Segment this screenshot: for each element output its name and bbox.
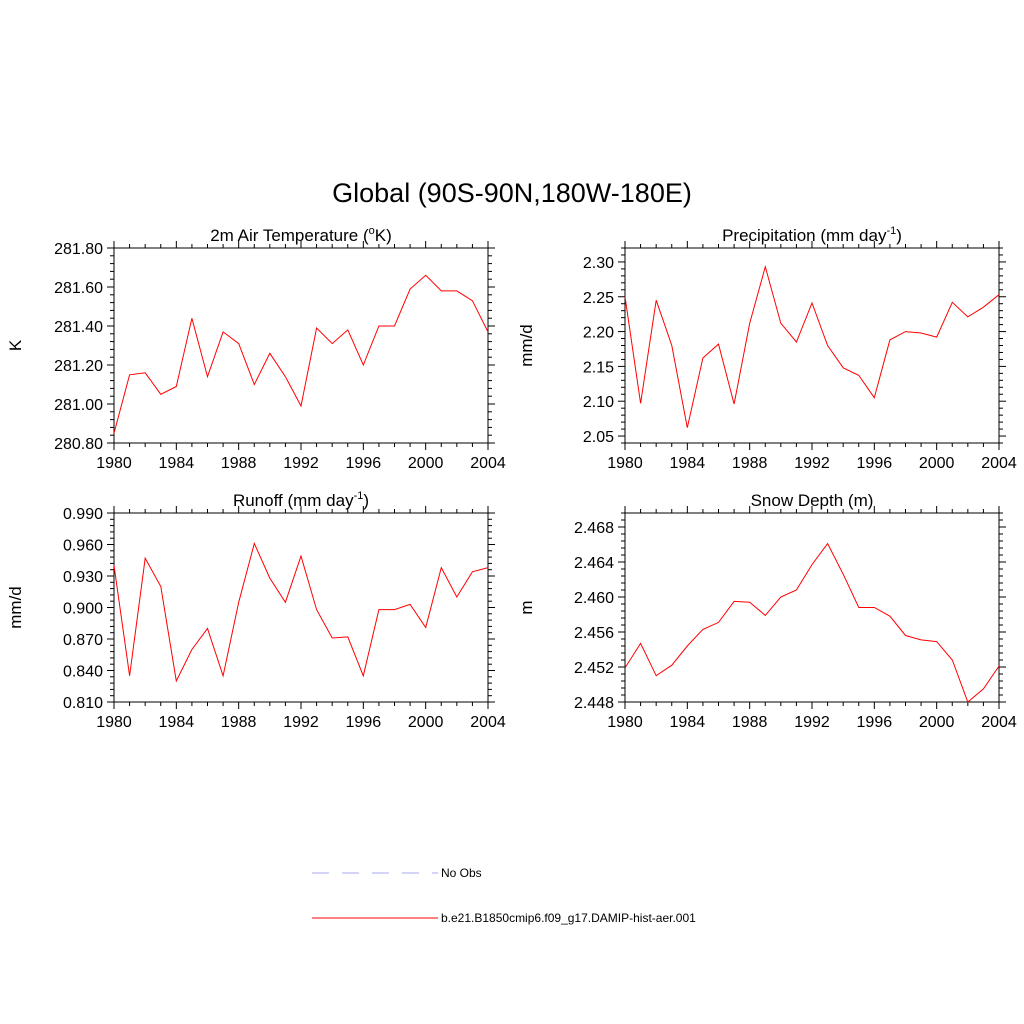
y-tick-label: 281.60	[54, 280, 103, 297]
x-tick-label: 2000	[408, 714, 444, 731]
x-tick-label: 2004	[470, 455, 506, 472]
x-tick-label: 1996	[857, 714, 893, 731]
y-tick-label: 2.456	[574, 625, 614, 642]
x-tick-label: 2004	[981, 455, 1017, 472]
x-tick-label: 1988	[221, 714, 257, 731]
figure-title: Global (90S-90N,180W-180E)	[332, 178, 692, 208]
y-tick-label: 0.810	[63, 695, 103, 712]
panel-title: Runoff (mm day-1)	[233, 490, 369, 510]
y-tick-label: 2.05	[583, 429, 614, 446]
y-tick-label: 0.990	[63, 506, 103, 523]
x-tick-label: 1980	[96, 455, 132, 472]
plot-frame	[113, 512, 489, 703]
y-tick-label: 280.80	[54, 436, 103, 453]
x-tick-label: 1984	[670, 455, 706, 472]
panel-title: Snow Depth (m)	[751, 491, 874, 510]
x-tick-label: 1992	[283, 455, 319, 472]
y-tick-label: 2.25	[583, 290, 614, 307]
y-axis-label: mm/d	[6, 586, 25, 629]
y-tick-label: 2.448	[574, 695, 614, 712]
y-tick-label: 0.870	[63, 632, 103, 649]
x-tick-label: 1996	[346, 714, 382, 731]
y-tick-label: 281.00	[54, 397, 103, 414]
chart-panel-2: Precipitation (mm day-1) mm/d 1980 1984 1988…	[517, 225, 1017, 472]
x-tick-label: 1984	[159, 714, 195, 731]
x-tick-label: 1992	[794, 455, 830, 472]
x-tick-label: 1988	[732, 714, 768, 731]
x-tick-label: 2000	[919, 455, 955, 472]
x-tick-label: 1988	[732, 455, 768, 472]
x-tick-label: 2000	[919, 714, 955, 731]
chart-panel-3: Runoff (mm day-1) mm/d 1980 1984 1988 1992 199…	[6, 490, 506, 731]
y-tick-label: 2.452	[574, 660, 614, 677]
x-tick-label: 2000	[408, 455, 444, 472]
x-tick-label: 2004	[470, 714, 506, 731]
x-tick-label: 1996	[346, 455, 382, 472]
series-line	[113, 274, 489, 434]
y-tick-label: 2.30	[583, 255, 614, 272]
series-line	[624, 542, 1000, 703]
plot-frame	[113, 247, 489, 444]
x-tick-label: 1984	[670, 714, 706, 731]
y-tick-label: 2.20	[583, 325, 614, 342]
plot-frame	[624, 512, 1000, 703]
x-tick-label: 1980	[96, 714, 132, 731]
panel-title: Precipitation (mm day-1)	[722, 225, 902, 245]
legend-label-1: No Obs	[441, 866, 482, 880]
y-tick-label: 2.15	[583, 359, 614, 376]
x-tick-label: 1988	[221, 455, 257, 472]
y-axis-label: m	[517, 600, 536, 614]
x-tick-label: 1992	[283, 714, 319, 731]
y-tick-label: 2.10	[583, 394, 614, 411]
series-line	[624, 264, 1000, 428]
x-tick-label: 1992	[794, 714, 830, 731]
legend: No Obs b.e21.B1850cmip6.f09_g17.DAMIP-his…	[312, 866, 696, 925]
y-tick-label: 281.80	[54, 241, 103, 258]
y-tick-label: 0.840	[63, 664, 103, 681]
y-tick-label: 2.468	[574, 520, 614, 537]
y-tick-label: 281.20	[54, 358, 103, 375]
y-tick-label: 2.460	[574, 590, 614, 607]
panel-title: 2m Air Temperature (oK)	[210, 225, 392, 245]
chart-panel-4: Snow Depth (m) m 1980 1984 1988 1992 1996 2000 2…	[517, 491, 1017, 731]
x-tick-label: 1984	[159, 455, 195, 472]
plot-frame	[624, 247, 1000, 444]
y-axis-label: mm/d	[517, 324, 536, 367]
x-tick-label: 2004	[981, 714, 1017, 731]
x-tick-label: 1980	[607, 714, 643, 731]
legend-label-2: b.e21.B1850cmip6.f09_g17.DAMIP-hist-aer.…	[441, 911, 696, 925]
y-tick-label: 281.40	[54, 319, 103, 336]
series-line	[113, 542, 489, 683]
x-tick-label: 1996	[857, 455, 893, 472]
y-tick-label: 0.960	[63, 538, 103, 555]
y-tick-label: 2.464	[574, 555, 614, 572]
chart-panel-1: 2m Air Temperature (oK) K 1980 1984 1988 1992…	[6, 225, 506, 472]
y-axis-label: K	[6, 339, 25, 351]
y-tick-label: 0.900	[63, 601, 103, 618]
x-tick-label: 1980	[607, 455, 643, 472]
chart-panels: 2m Air Temperature (oK) K 1980 1984 1988 1992…	[6, 225, 1017, 731]
y-tick-label: 0.930	[63, 569, 103, 586]
